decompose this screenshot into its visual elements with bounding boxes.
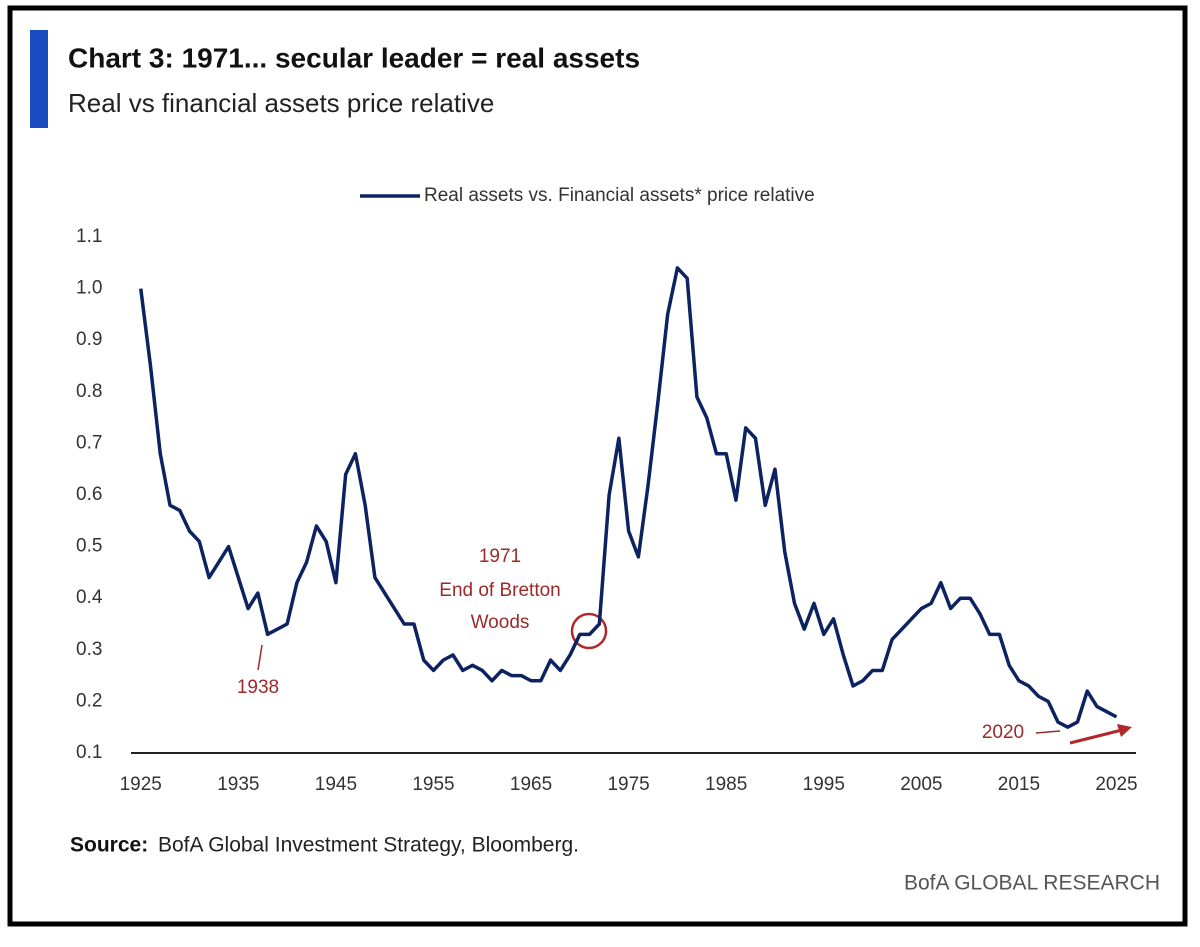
source-label: Source:	[70, 834, 148, 857]
y-tick-label: 0.8	[76, 381, 102, 402]
x-tick-label: 1935	[217, 774, 259, 795]
chart-title: Chart 3: 1971... secular leader = real a…	[68, 42, 640, 73]
annotation: Woods	[471, 612, 530, 633]
frame	[7, 5, 1188, 927]
annotation: 1971	[479, 546, 521, 567]
legend-label: Real assets vs. Financial assets* price …	[424, 185, 815, 206]
accent-bar	[30, 30, 48, 128]
chart-subtitle: Real vs financial assets price relative	[68, 88, 494, 118]
x-tick-label: 1925	[120, 774, 162, 795]
x-tick-label: 1995	[803, 774, 845, 795]
y-tick-label: 0.1	[76, 742, 102, 763]
y-tick-label: 0.2	[76, 690, 102, 711]
highlight-circle	[570, 612, 608, 650]
y-tick-label: 0.9	[76, 329, 102, 350]
pointer	[1035, 730, 1061, 734]
branding: BofA GLOBAL RESEARCH	[904, 872, 1160, 895]
x-tick-label: 2015	[998, 774, 1040, 795]
x-tick-label: 2005	[900, 774, 942, 795]
y-tick-label: 1.1	[76, 226, 102, 247]
annotation: 1938	[237, 677, 279, 698]
data-line	[139, 266, 1118, 729]
arrow	[1069, 728, 1123, 745]
y-tick-label: 0.6	[76, 484, 102, 505]
x-tick-label: 1955	[412, 774, 454, 795]
y-tick-label: 0.3	[76, 639, 102, 660]
y-tick-label: 1.0	[76, 278, 102, 299]
arrow-head	[1117, 724, 1132, 737]
annotation: 2020	[982, 722, 1024, 743]
y-tick-label: 0.5	[76, 536, 102, 557]
source: BofA Global Investment Strategy, Bloombe…	[158, 834, 579, 857]
x-tick-label: 2025	[1095, 774, 1137, 795]
x-tick-label: 1945	[315, 774, 357, 795]
x-tick-label: 1975	[607, 774, 649, 795]
annotation: End of Bretton	[439, 580, 560, 601]
y-tick-label: 0.7	[76, 432, 102, 453]
y-tick-label: 0.4	[76, 587, 103, 608]
x-tick-label: 1985	[705, 774, 747, 795]
pointer	[257, 644, 263, 671]
x-tick-label: 1965	[510, 774, 552, 795]
